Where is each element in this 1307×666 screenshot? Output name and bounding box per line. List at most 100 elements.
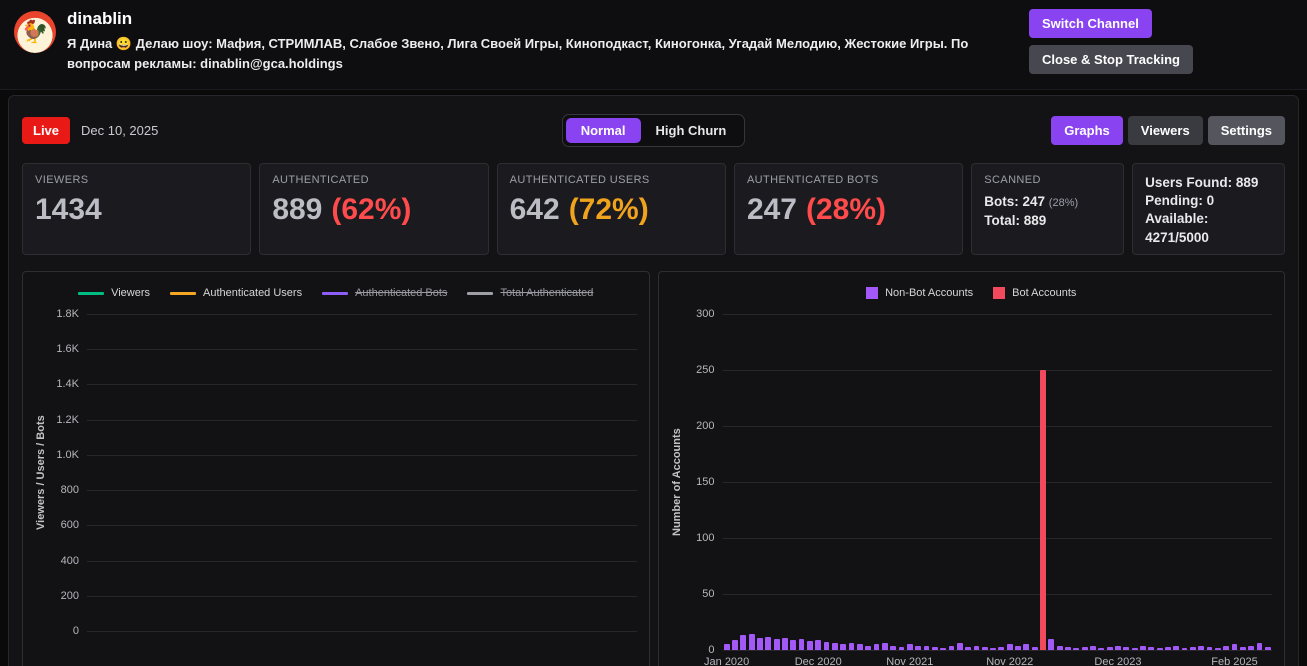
authenticated-users-value: 642 (72%) [510, 193, 713, 227]
gridline [722, 370, 1272, 371]
bar-chart-legend: Non-Bot Accounts Bot Accounts [671, 284, 1273, 302]
viewers-label: VIEWERS [35, 174, 89, 186]
stats-row: VIEWERS 1434 AUTHENTICATED 889 (62%) AUTH… [22, 163, 1285, 255]
legend-swatch [467, 291, 494, 295]
authenticated-label: AUTHENTICATED [272, 174, 369, 186]
authenticated-bots-number: 247 [746, 193, 797, 226]
non-bot-bar [973, 645, 980, 650]
legend-item[interactable]: Authenticated Users [170, 287, 302, 299]
non-bot-bar [1073, 647, 1080, 650]
non-bot-bar [1239, 646, 1246, 650]
line-chart-y-axis-title: Viewers / Users / Bots [35, 415, 47, 530]
close-stop-tracking-button[interactable]: Close & Stop Tracking [1029, 45, 1193, 74]
legend-item[interactable]: Total Authenticated [467, 287, 593, 299]
tracking-panel: Live Dec 10, 2025 Normal High Churn Grap… [8, 95, 1299, 666]
non-bot-bar [1181, 647, 1188, 650]
non-bot-bar [1264, 646, 1271, 650]
pending-line: Pending: 0 [1145, 193, 1215, 209]
legend-label: Authenticated Bots [355, 287, 448, 299]
scanned-bots-line: Bots: 247 (28%) [984, 193, 1111, 212]
gridline [87, 560, 637, 562]
authenticated-percent: (62%) [331, 193, 412, 226]
charts-row: Viewers Authenticated Users Authenticated … [22, 271, 1285, 666]
legend-item[interactable]: Authenticated Bots [322, 287, 447, 299]
non-bot-bar [823, 642, 830, 650]
non-bot-bar [1015, 645, 1021, 650]
non-bot-bar [890, 645, 897, 650]
legend-swatch [993, 287, 1006, 299]
line-chart-legend: Viewers Authenticated Users Authenticated … [35, 284, 637, 302]
legend-item[interactable]: Non-Bot Accounts [866, 287, 973, 299]
viewers-card: VIEWERS 1434 [22, 163, 252, 255]
non-bot-bar [1006, 644, 1013, 650]
gridline [722, 594, 1272, 595]
summary-card: Users Found: 889 Pending: 0 Available: 4… [1132, 163, 1285, 255]
x-tick-label: Nov 2021 [886, 656, 934, 666]
gridline [722, 650, 1272, 651]
legend-label: Total Authenticated [500, 287, 594, 299]
non-bot-bar [1223, 645, 1230, 650]
y-tick-label: 1.4K [56, 378, 79, 391]
scanned-total-line: Total: 889 [984, 212, 1047, 228]
y-tick-label: 1.2K [56, 413, 79, 426]
non-bot-bar [1148, 646, 1155, 650]
non-bot-bar [948, 645, 955, 650]
tab-graphs[interactable]: Graphs [1051, 116, 1123, 145]
scanned-label: SCANNED [984, 174, 1041, 186]
non-bot-bar [998, 646, 1005, 650]
non-bot-bar [873, 644, 880, 650]
legend-label: Non-Bot Accounts [885, 287, 974, 299]
scanned-bots-percent: (28%) [1048, 197, 1079, 209]
non-bot-bar [1081, 646, 1088, 650]
churn-mode-toggle: Normal High Churn [561, 114, 746, 147]
switch-channel-button[interactable]: Switch Channel [1029, 9, 1152, 38]
channel-avatar: 🐓 [14, 11, 56, 53]
non-bot-bar [1048, 638, 1055, 650]
x-tick-label: Feb 2025 [1211, 656, 1258, 666]
non-bot-bar [1206, 646, 1213, 650]
legend-swatch [322, 291, 349, 295]
top-bar: 🐓 dinablin Я Дина 😀 Делаю шоу: Мафия, СТ… [0, 0, 1307, 90]
y-tick-label: 300 [696, 308, 715, 320]
non-bot-bar [865, 645, 872, 650]
legend-swatch [78, 291, 105, 295]
x-tick-label: Dec 2023 [1094, 656, 1142, 666]
non-bot-bar [815, 639, 822, 650]
users-found-line: Users Found: 889 [1145, 175, 1259, 190]
non-bot-bar [1256, 643, 1263, 650]
bar-chart-plot-area: Jan 2020 Dec 2020 Nov 2021 Nov 2022 Dec 2023… [704, 314, 1272, 666]
scanned-bots-count: Bots: 247 [984, 194, 1046, 209]
non-bot-bar [723, 644, 730, 650]
non-bot-bar [1156, 647, 1163, 650]
authenticated-value: 889 (62%) [272, 193, 475, 227]
authenticated-users-card: AUTHENTICATED USERS 642 (72%) [496, 163, 726, 255]
y-tick-label: 400 [60, 554, 79, 567]
rooster-avatar-icon: 🐓 [21, 19, 49, 44]
bar-chart-body: Number of Accounts 300 250 200 150 100 50 0 Ja… [670, 308, 1272, 666]
bar-chart-y-axis-title: Number of Accounts [670, 428, 683, 536]
mode-option-normal[interactable]: Normal [565, 118, 641, 143]
tab-viewers[interactable]: Viewers [1127, 116, 1203, 145]
accounts-bar-chart-card: Non-Bot Accounts Bot Accounts Number of A… [657, 271, 1285, 666]
non-bot-bar [906, 644, 913, 650]
viewers-line-chart-card: Viewers Authenticated Users Authenticated … [22, 271, 650, 666]
non-bot-bar [782, 637, 788, 650]
gridline [87, 631, 637, 632]
legend-label: Authenticated Users [203, 287, 303, 299]
mode-option-high-churn[interactable]: High Churn [655, 123, 727, 138]
y-tick-label: 1.0K [56, 448, 79, 461]
y-tick-label: 100 [696, 532, 715, 544]
non-bot-bar [1198, 645, 1205, 650]
legend-swatch [866, 287, 879, 299]
non-bot-bar [990, 647, 996, 650]
non-bot-bar [1140, 645, 1146, 650]
non-bot-bar [956, 643, 963, 650]
non-bot-bar [940, 647, 947, 650]
tab-settings[interactable]: Settings [1207, 116, 1285, 145]
gridline [87, 525, 637, 527]
gridline [87, 595, 637, 597]
legend-item[interactable]: Bot Accounts [993, 287, 1076, 299]
legend-item[interactable]: Viewers [78, 287, 150, 299]
authenticated-bots-value: 247 (28%) [747, 193, 950, 227]
y-tick-label: 600 [60, 519, 79, 532]
